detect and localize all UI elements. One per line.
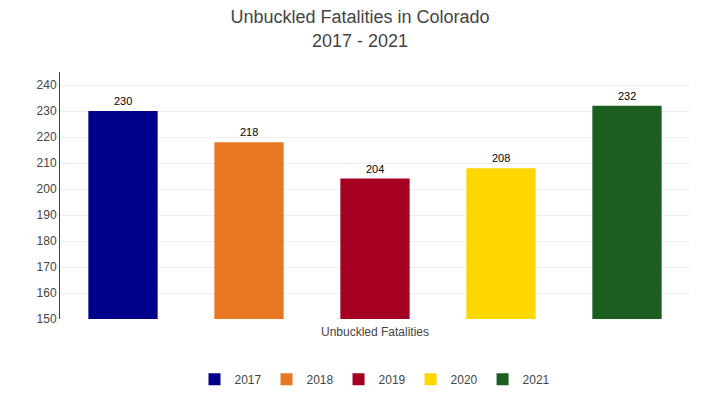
- svg-text:240: 240: [37, 78, 57, 92]
- svg-text:Unbuckled Fatalities in Colora: Unbuckled Fatalities in Colorado2017 - 2…: [230, 7, 489, 50]
- svg-text:204: 204: [366, 163, 384, 175]
- svg-text:2019: 2019: [379, 373, 406, 387]
- svg-text:232: 232: [618, 90, 636, 102]
- svg-text:220: 220: [37, 130, 57, 144]
- svg-text:230: 230: [114, 95, 132, 107]
- svg-text:218: 218: [240, 126, 258, 138]
- svg-text:170: 170: [37, 260, 57, 274]
- svg-text:180: 180: [37, 234, 57, 248]
- svg-text:160: 160: [37, 286, 57, 300]
- svg-text:2018: 2018: [307, 373, 334, 387]
- svg-text:2017: 2017: [235, 373, 262, 387]
- svg-text:230: 230: [37, 104, 57, 118]
- svg-text:210: 210: [37, 156, 57, 170]
- svg-text:200: 200: [37, 182, 57, 196]
- svg-text:208: 208: [492, 152, 510, 164]
- svg-text:150: 150: [37, 312, 57, 326]
- svg-text:2020: 2020: [451, 373, 478, 387]
- svg-text:2021: 2021: [523, 373, 550, 387]
- svg-text:Unbuckled Fatalities: Unbuckled Fatalities: [321, 325, 429, 339]
- svg-text:190: 190: [37, 208, 57, 222]
